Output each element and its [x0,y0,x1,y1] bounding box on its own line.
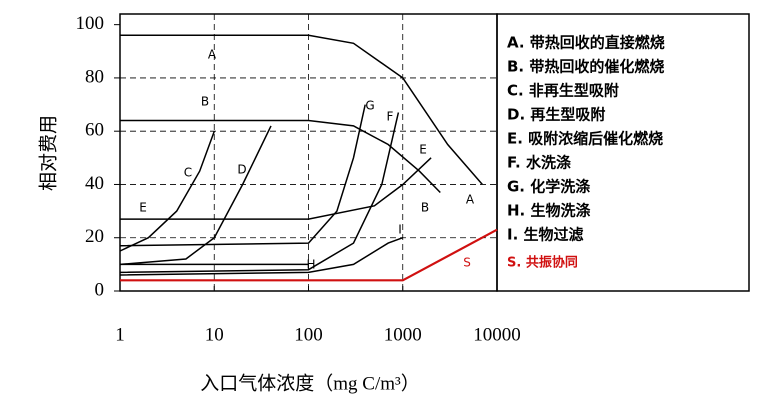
curve [119,236,404,276]
legend-entry: H. 生物洗涤 [507,202,590,220]
y-tick-label: 40 [85,173,104,194]
legend-entry: S. 共振协同 [507,255,578,271]
curve [119,130,216,252]
legend-entry: C. 非再生型吸附 [507,82,619,100]
legend-entry: I. 生物过滤 [507,226,584,244]
x-tick-label: 10000 [473,324,521,345]
y-tick-label: 0 [95,279,105,300]
curve-label: A [466,193,475,207]
y-tick-label: 80 [85,66,104,87]
curve [120,228,498,282]
y-axis-label: 相对费用 [37,115,59,191]
legend-frame [496,13,750,292]
curve-label: I [398,223,402,237]
legend-entry: F. 水洗涤 [507,154,571,172]
curve-label: G [365,99,374,113]
x-tick-label: 1000 [384,324,422,345]
curve-label: F [387,110,394,124]
x-axis-label: 入口气体浓度（mg C/m³） [200,372,419,394]
curve [120,34,483,185]
curve [119,125,272,266]
curve [119,104,366,247]
curve-label: A [208,48,217,62]
curve [119,112,400,274]
curve-label: D [237,163,246,177]
legend-entry: D. 再生型吸附 [507,106,605,124]
y-tick-label: 60 [85,120,104,141]
curve-label: B [201,95,209,109]
x-tick-label: 10 [205,324,224,345]
curve-label: E [419,143,427,157]
curve-label: S [463,256,471,270]
curve-label: E [139,201,147,215]
y-tick-label: 100 [76,13,105,34]
curve [120,119,441,194]
y-tick-label: 20 [85,226,104,247]
curve-label: H [306,258,315,272]
curve-label: B [421,201,429,215]
curve [120,157,432,220]
legend-entry: G. 化学洗涤 [507,178,590,196]
curve-label: C [184,166,192,180]
x-tick-label: 100 [294,324,323,345]
x-tick-label: 1 [115,324,125,345]
legend-entry: A. 带热回收的直接燃烧 [507,34,665,52]
legend-entry: E. 吸附浓缩后催化燃烧 [507,130,663,148]
legend-entry: B. 带热回收的催化燃烧 [507,58,664,76]
